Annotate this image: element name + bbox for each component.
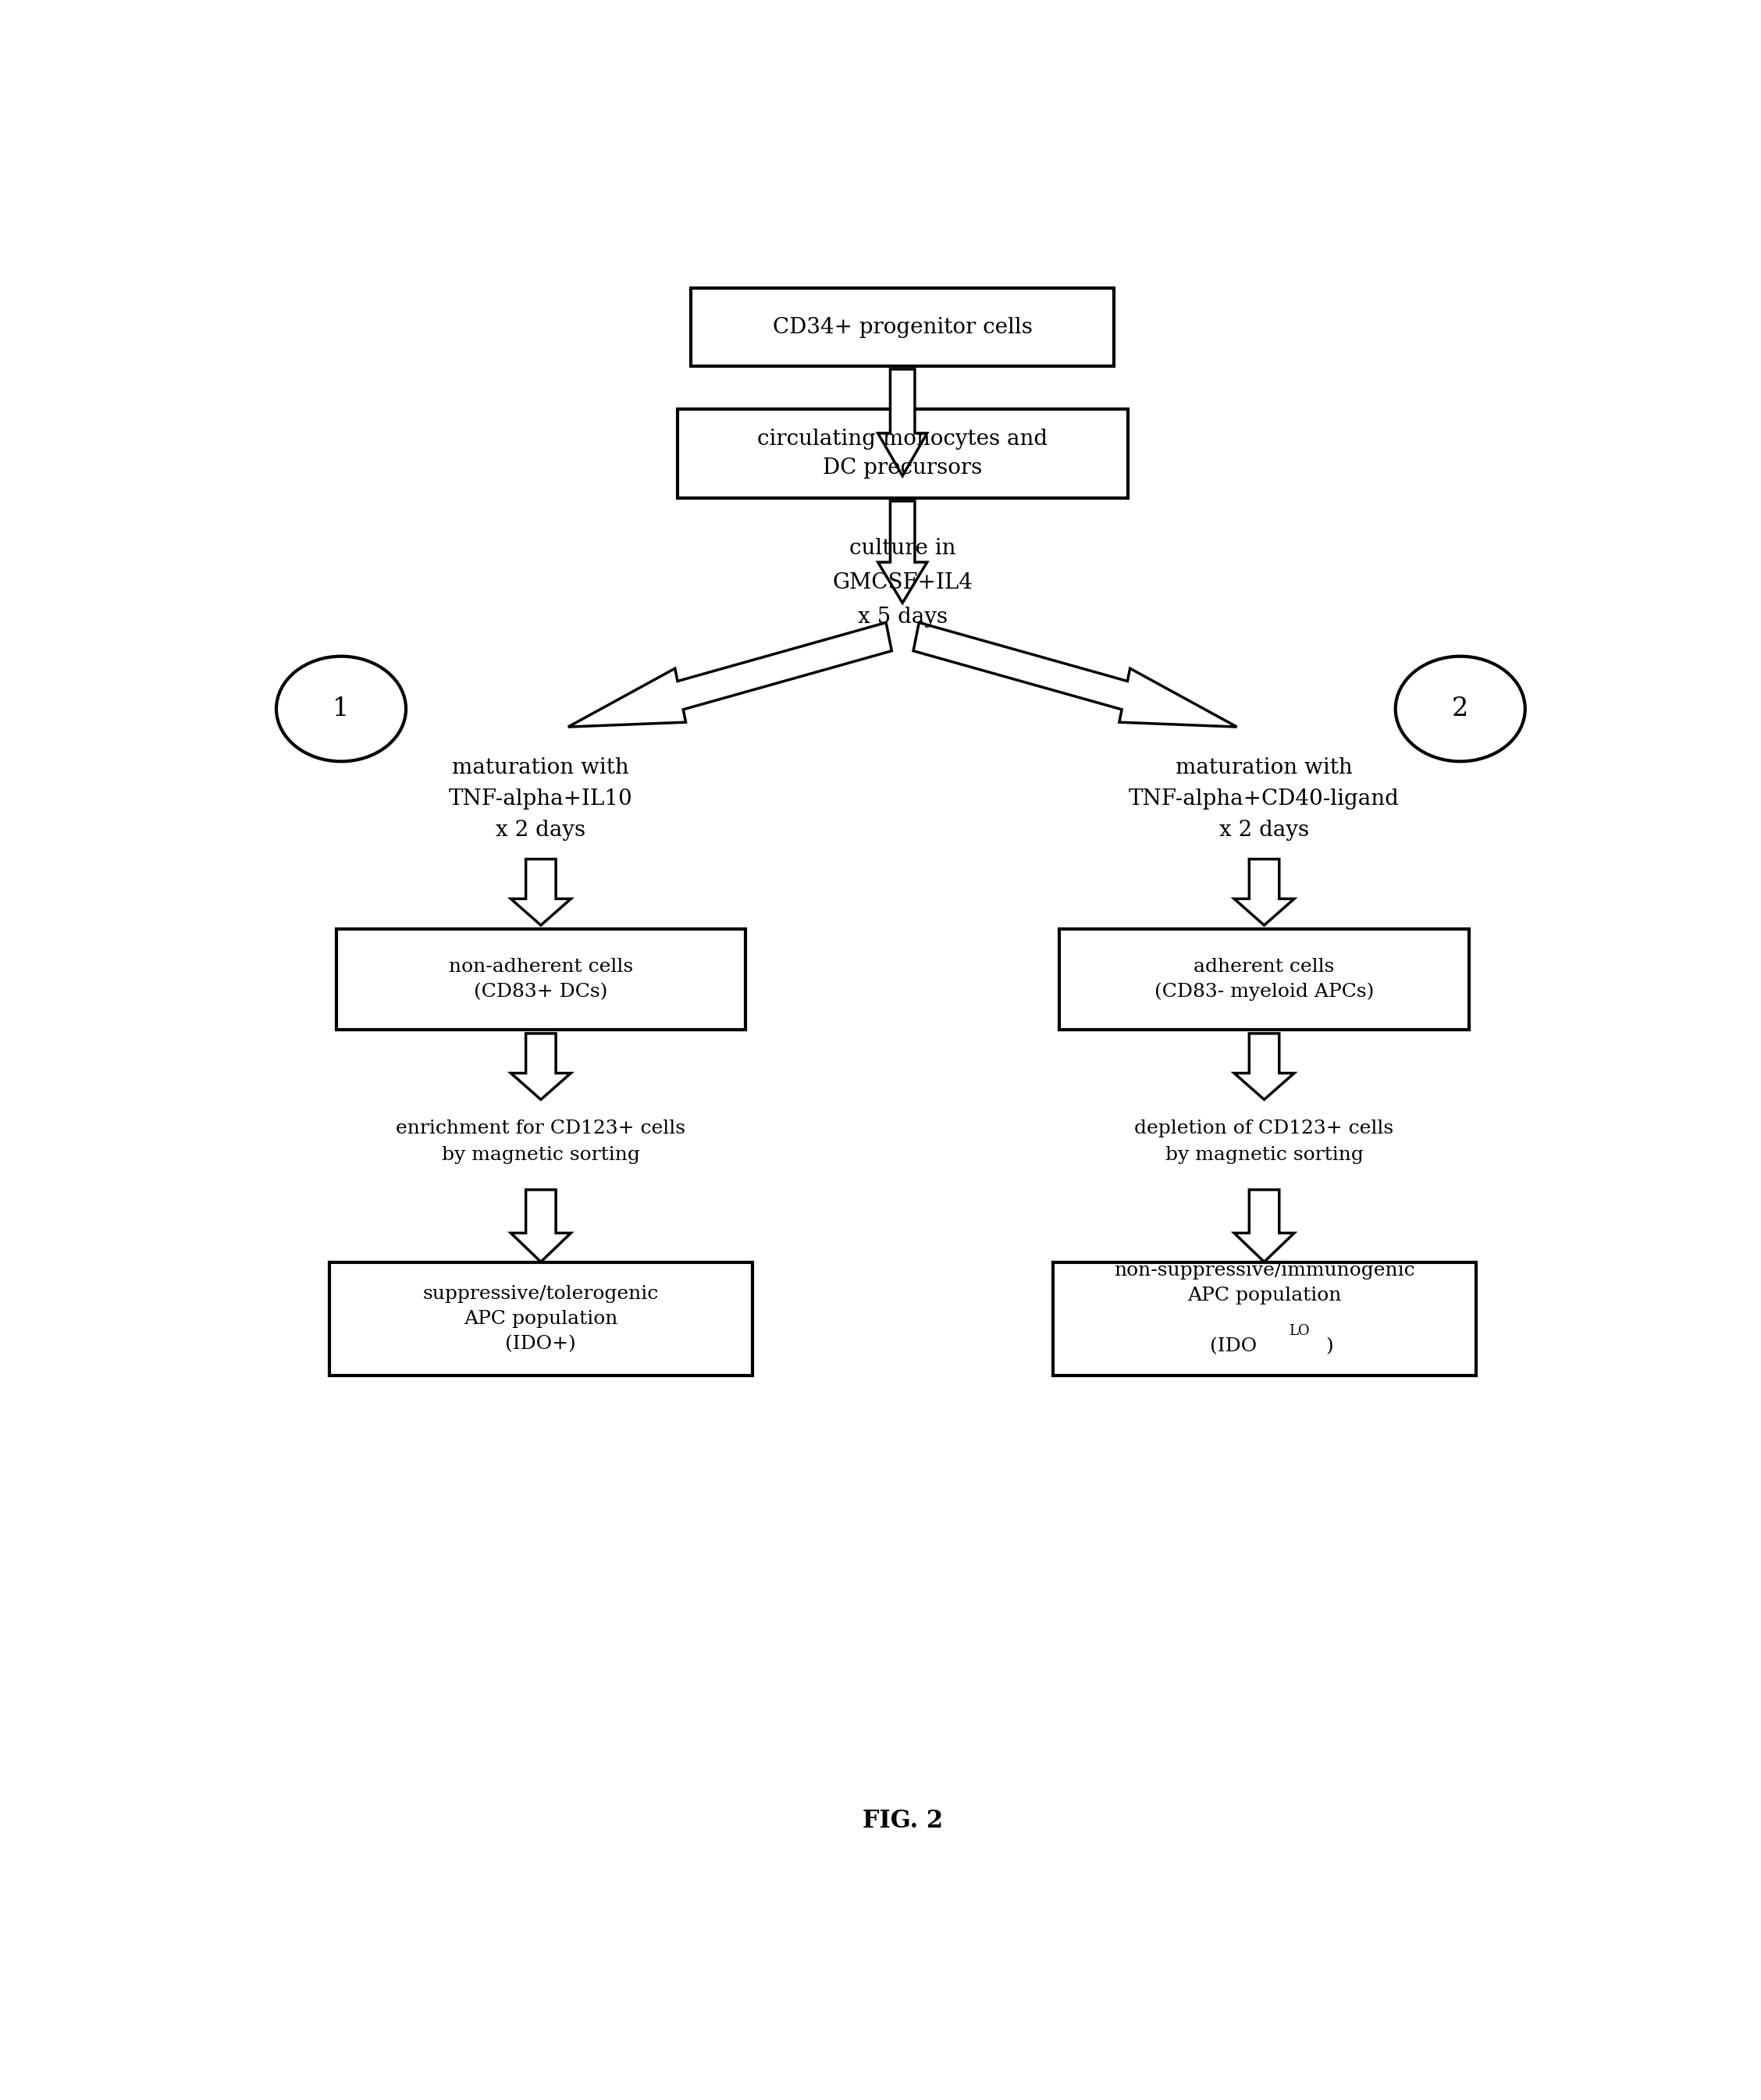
Bar (678, 410, 1127, 498)
Polygon shape (511, 859, 571, 926)
Text: FIG. 2: FIG. 2 (863, 1808, 942, 1833)
Text: maturation with
TNF-alpha+CD40-ligand
x 2 days: maturation with TNF-alpha+CD40-ligand x … (1129, 758, 1400, 840)
Polygon shape (511, 1191, 571, 1262)
Text: CD34+ progenitor cells: CD34+ progenitor cells (773, 317, 1032, 338)
Text: 2: 2 (1453, 697, 1469, 720)
Ellipse shape (1395, 657, 1525, 762)
Polygon shape (511, 1033, 571, 1100)
Text: enrichment for CD123+ cells
by magnetic sorting: enrichment for CD123+ cells by magnetic … (396, 1119, 685, 1163)
Text: depletion of CD123+ cells
by magnetic sorting: depletion of CD123+ cells by magnetic so… (1134, 1119, 1393, 1163)
Text: ): ) (1326, 1338, 1333, 1354)
Ellipse shape (276, 657, 407, 762)
Bar (690, 288, 1115, 365)
Text: culture in
GMCSF+IL4
x 5 days: culture in GMCSF+IL4 x 5 days (833, 538, 972, 628)
Polygon shape (1234, 1191, 1294, 1262)
Text: (IDO: (IDO (1210, 1338, 1257, 1354)
Polygon shape (569, 622, 891, 727)
Polygon shape (879, 502, 926, 603)
Bar (1060, 928, 1469, 1029)
Text: suppressive/tolerogenic
APC population
(IDO+): suppressive/tolerogenic APC population (… (423, 1285, 659, 1352)
Text: non-suppressive/immunogenic
APC population: non-suppressive/immunogenic APC populati… (1113, 1262, 1414, 1304)
Polygon shape (879, 370, 926, 477)
Polygon shape (914, 622, 1236, 727)
Text: maturation with
TNF-alpha+IL10
x 2 days: maturation with TNF-alpha+IL10 x 2 days (449, 758, 632, 840)
Text: non-adherent cells
(CD83+ DCs): non-adherent cells (CD83+ DCs) (449, 958, 632, 1002)
Bar (336, 928, 745, 1029)
Polygon shape (1234, 1033, 1294, 1100)
Text: LO: LO (1289, 1325, 1310, 1338)
Text: 1: 1 (333, 697, 349, 720)
Bar (1053, 1262, 1476, 1376)
Polygon shape (1234, 859, 1294, 926)
Text: adherent cells
(CD83- myeloid APCs): adherent cells (CD83- myeloid APCs) (1155, 958, 1374, 1002)
Text: circulating monocytes and
DC precursors: circulating monocytes and DC precursors (757, 428, 1048, 479)
Bar (329, 1262, 752, 1376)
